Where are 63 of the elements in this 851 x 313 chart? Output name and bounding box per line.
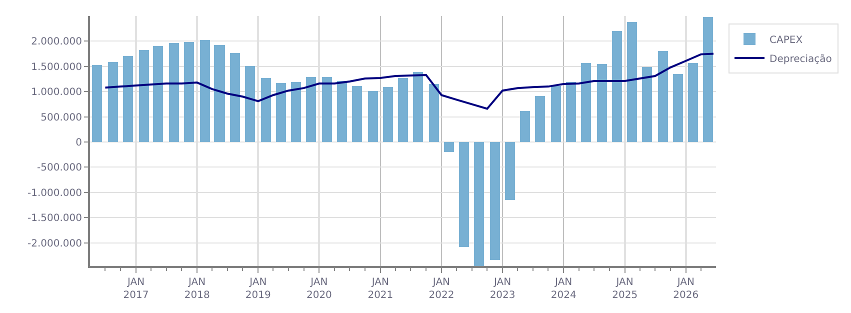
bar <box>658 51 668 142</box>
bar <box>139 50 149 142</box>
bar <box>368 91 378 142</box>
bar <box>352 86 362 142</box>
line-series <box>104 52 714 110</box>
bar <box>200 40 210 142</box>
bar <box>673 74 683 142</box>
y-tick-label: -2.000.000 <box>27 238 82 250</box>
bar <box>627 22 637 142</box>
x-tick-label: JAN 2026 <box>673 277 699 301</box>
bar <box>413 72 423 142</box>
bar <box>566 82 576 142</box>
y-tick-label: 1.000.000 <box>31 87 82 98</box>
bar <box>276 83 286 142</box>
x-tick-label: JAN 2023 <box>490 277 516 301</box>
bar <box>322 77 332 142</box>
bar <box>123 56 133 142</box>
bar <box>214 45 225 142</box>
bar <box>169 43 179 142</box>
y-tick-label: 500.000 <box>40 112 82 124</box>
bar <box>581 63 591 142</box>
bar <box>520 111 530 142</box>
bar <box>383 87 393 142</box>
bar <box>597 64 607 142</box>
bar <box>490 142 500 260</box>
x-tick-label: JAN 2020 <box>306 277 332 301</box>
bar <box>459 142 469 247</box>
y-tick-label: 2.000.000 <box>31 36 82 48</box>
bar <box>612 31 622 142</box>
bar <box>703 17 713 142</box>
x-tick-label: JAN 2018 <box>184 277 210 301</box>
x-tick-label: JAN 2021 <box>368 277 394 301</box>
bar <box>184 42 194 142</box>
bar <box>505 142 515 200</box>
bar <box>535 96 545 142</box>
bar <box>261 78 271 142</box>
legend-label: Depreciação <box>770 54 832 65</box>
bar <box>398 78 408 142</box>
bar <box>92 65 102 142</box>
y-tick-label: 0 <box>76 138 82 149</box>
bar <box>291 82 301 142</box>
y-tick-label: 1.500.000 <box>31 62 82 73</box>
bar <box>306 77 316 142</box>
bar <box>108 62 118 142</box>
bar <box>474 142 484 266</box>
bar <box>444 142 454 152</box>
bar <box>551 86 561 142</box>
bar <box>688 63 698 142</box>
bar <box>429 84 439 142</box>
bar <box>245 66 255 142</box>
bar <box>642 67 652 142</box>
legend-label: CAPEX <box>770 34 803 46</box>
bar <box>230 53 240 142</box>
bar <box>337 81 347 142</box>
x-tick-label: JAN 2024 <box>550 277 576 301</box>
x-tick-label: JAN 2022 <box>428 277 454 301</box>
x-tick-label: JAN 2025 <box>612 277 638 301</box>
bar <box>153 46 163 142</box>
y-tick-label: -1.500.000 <box>27 213 82 224</box>
x-tick-label: JAN 2019 <box>245 277 271 301</box>
y-tick-label: -500.000 <box>37 162 82 174</box>
x-tick-label: JAN 2017 <box>123 277 149 301</box>
y-tick-label: -1.000.000 <box>27 188 82 199</box>
